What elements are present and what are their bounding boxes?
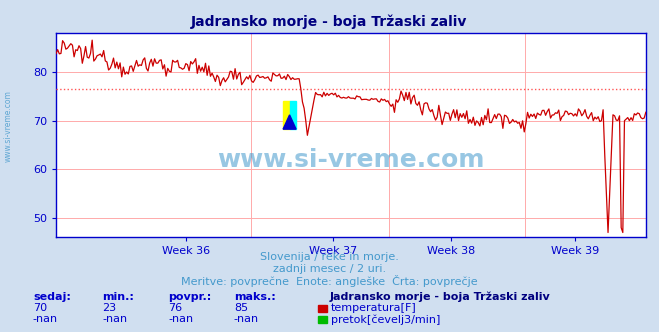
Text: Meritve: povprečne  Enote: angleške  Črta: povprečje: Meritve: povprečne Enote: angleške Črta:… [181, 275, 478, 287]
Text: Jadransko morje - boja Tržaski zaliv: Jadransko morje - boja Tržaski zaliv [191, 15, 468, 30]
Text: -nan: -nan [234, 314, 259, 324]
Text: 23: 23 [102, 303, 116, 313]
Text: www.si-vreme.com: www.si-vreme.com [3, 90, 13, 162]
Text: -nan: -nan [33, 314, 58, 324]
Text: -nan: -nan [168, 314, 193, 324]
Text: Slovenija / reke in morje.: Slovenija / reke in morje. [260, 252, 399, 262]
Text: 76: 76 [168, 303, 182, 313]
Bar [283, 101, 289, 129]
Text: 70: 70 [33, 303, 47, 313]
Text: min.:: min.: [102, 292, 134, 302]
Text: -nan: -nan [102, 314, 127, 324]
Text: pretok[čevelj3/min]: pretok[čevelj3/min] [331, 314, 440, 325]
Text: zadnji mesec / 2 uri.: zadnji mesec / 2 uri. [273, 264, 386, 274]
Text: povpr.:: povpr.: [168, 292, 212, 302]
Bar [289, 101, 296, 129]
Text: temperatura[F]: temperatura[F] [331, 303, 416, 313]
Text: maks.:: maks.: [234, 292, 275, 302]
Polygon shape [283, 115, 296, 129]
Text: sedaj:: sedaj: [33, 292, 71, 302]
Text: www.si-vreme.com: www.si-vreme.com [217, 148, 484, 172]
Text: Jadransko morje - boja Tržaski zaliv: Jadransko morje - boja Tržaski zaliv [330, 292, 550, 302]
Text: 85: 85 [234, 303, 248, 313]
